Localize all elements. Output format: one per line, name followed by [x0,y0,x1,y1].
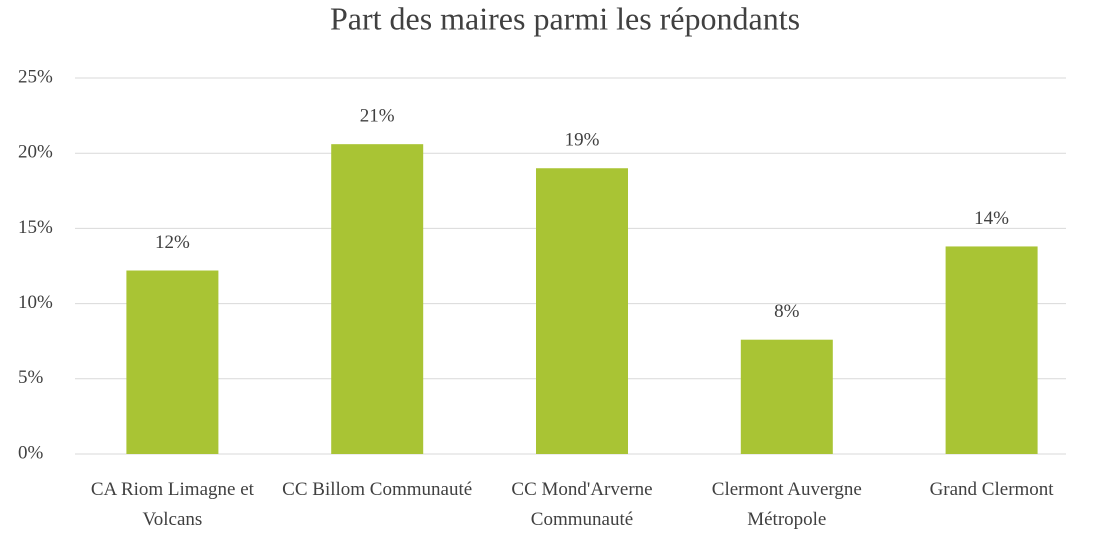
x-tick-label: CA Riom Limagne et Volcans [90,479,254,530]
data-label: 14% [974,208,1009,229]
x-tick-label: Clermont Auvergne Métropole [711,479,862,530]
bar [331,144,424,454]
y-tick-label: 20% [18,142,53,163]
bar [740,339,833,454]
data-label: 12% [155,232,190,253]
x-tick-label: Grand Clermont [929,479,1054,500]
bar [945,246,1038,454]
data-label: 19% [565,130,600,151]
x-tick-label: CC Billom Communauté [282,479,473,500]
y-tick-label: 10% [18,292,53,313]
data-label: 21% [360,106,395,127]
y-tick-label: 5% [18,367,44,388]
bar [536,168,628,455]
y-tick-label: 0% [18,442,44,463]
bar [126,270,219,454]
data-label: 8% [774,301,800,322]
chart-title: Part des maires parmi les répondants [330,0,800,36]
y-tick-label: 15% [18,217,53,238]
y-tick-label: 25% [18,66,53,87]
x-tick-label: CC Mond'Arverne Communauté [511,479,653,530]
